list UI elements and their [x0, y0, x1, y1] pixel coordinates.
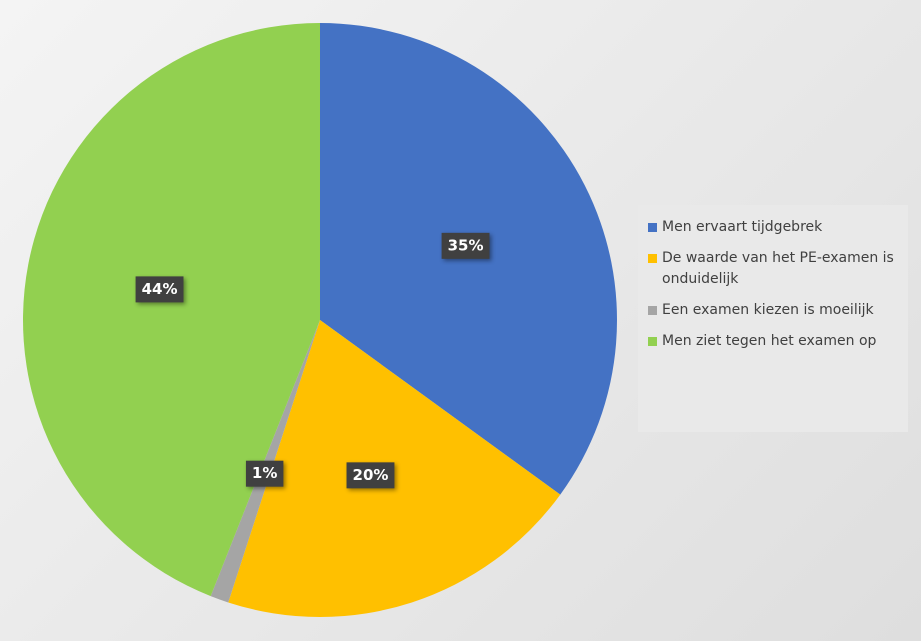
- legend-label: De waarde van het PE-examen is onduideli…: [662, 250, 894, 287]
- legend-item: Een examen kiezen is moeilijk: [648, 300, 898, 321]
- data-label: 1%: [245, 460, 284, 487]
- data-label-box: [346, 462, 395, 489]
- data-label-text: 44%: [142, 280, 178, 298]
- data-label-box: [441, 232, 490, 259]
- legend-label: Men ziet tegen het examen op: [662, 333, 877, 349]
- pie-slice: [23, 23, 321, 597]
- legend-swatch: [648, 223, 657, 232]
- data-label: 20%: [346, 462, 395, 489]
- data-label-text: 1%: [252, 464, 277, 482]
- data-label: 35%: [441, 232, 490, 259]
- legend-swatch: [648, 254, 657, 263]
- legend: Men ervaart tijdgebrek De waarde van het …: [638, 205, 908, 432]
- data-label-text: 20%: [353, 466, 389, 484]
- legend-item: Men ervaart tijdgebrek: [648, 217, 898, 238]
- legend-label: Een examen kiezen is moeilijk: [662, 302, 874, 318]
- data-label-box: [135, 276, 184, 303]
- data-label: 44%: [135, 276, 184, 303]
- legend-label: Men ervaart tijdgebrek: [662, 219, 823, 235]
- data-label-box: [245, 460, 284, 487]
- legend-item: Men ziet tegen het examen op: [648, 331, 898, 352]
- legend-swatch: [648, 306, 657, 315]
- legend-swatch: [648, 337, 657, 346]
- data-label-text: 35%: [448, 236, 484, 254]
- legend-item: De waarde van het PE-examen is onduideli…: [648, 248, 898, 290]
